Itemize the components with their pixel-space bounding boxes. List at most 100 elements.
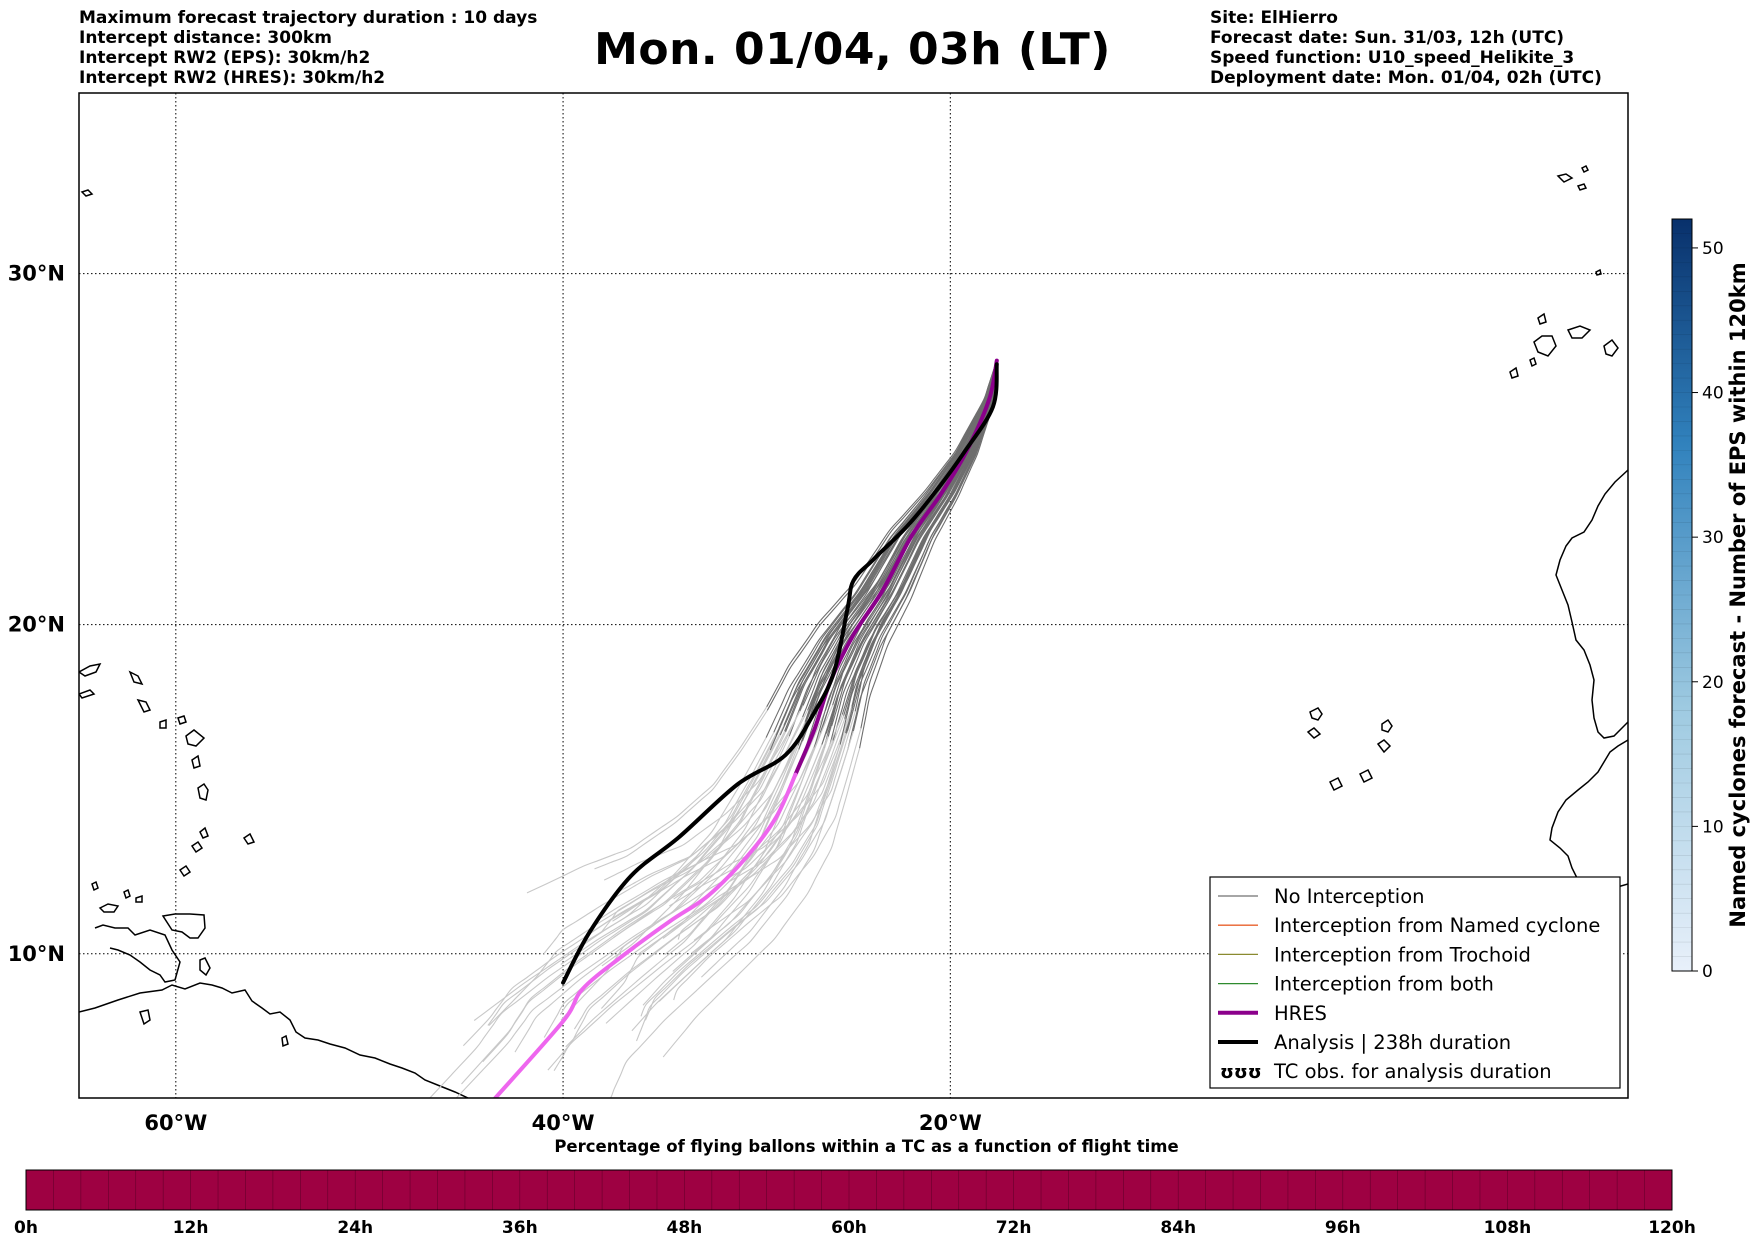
map-frame xyxy=(78,92,1629,1099)
africa-coast xyxy=(1555,469,1628,739)
hres-track xyxy=(793,358,999,777)
island-coast xyxy=(199,957,211,977)
cape-verde-island xyxy=(1328,776,1344,792)
island-coast xyxy=(177,715,187,725)
canary-island xyxy=(1509,366,1519,379)
legend-label: HRES xyxy=(1274,1002,1327,1025)
right-colorbar-tick-label: 10 xyxy=(1702,817,1724,837)
lon-tick-label: 40°W xyxy=(532,1111,595,1135)
madeira-island xyxy=(1556,173,1574,183)
legend-label: Interception from Named cyclone xyxy=(1274,914,1600,937)
island-coast xyxy=(135,894,143,903)
header-line: Intercept RW2 (HRES): 30km/h2 xyxy=(79,68,386,88)
bottom-colorbar-bar xyxy=(25,1169,1673,1211)
island-coast xyxy=(79,689,96,699)
header-line: Site: ElHierro xyxy=(1210,8,1338,28)
right-colorbar-tick-label: 50 xyxy=(1702,239,1724,259)
island-coast xyxy=(281,1034,289,1048)
cape-verde-island xyxy=(1381,718,1393,733)
right-colorbar-gradient xyxy=(1671,218,1693,972)
legend-label: Interception from Trochoid xyxy=(1274,943,1531,966)
analysis-track xyxy=(561,362,999,985)
island-coast xyxy=(80,189,94,197)
eps-track-late xyxy=(640,732,847,1017)
header-right-info: Site: ElHierro Forecast date: Sun. 31/03… xyxy=(1210,8,1602,88)
bottom-colorbar-tick-label: 24h xyxy=(337,1218,373,1238)
eps-track-late xyxy=(594,710,768,870)
eps-track-late xyxy=(601,705,834,933)
island-coast xyxy=(178,864,192,878)
bottom-colorbar: 0h 12h 24h 36h 48h 60h 72h 84h 96h 108h 120h xyxy=(14,1169,1696,1238)
map-area[interactable] xyxy=(78,92,1629,1161)
eps-track-late xyxy=(559,732,821,1015)
island-coast xyxy=(199,826,209,839)
axis-ticks: 30°N 20°N 10°N 60°W 40°W 20°W xyxy=(8,262,982,1135)
eps-track-late xyxy=(673,728,862,1001)
bottom-colorbar-tick-label: 60h xyxy=(831,1218,867,1238)
eps-track-late xyxy=(600,712,813,919)
right-colorbar-label: Named cyclones forecast - Number of EPS … xyxy=(1726,262,1750,927)
island-coast xyxy=(136,698,152,713)
legend-label: Analysis | 238h duration xyxy=(1274,1031,1511,1054)
page-title: Mon. 01/04, 03h (LT) xyxy=(594,24,1111,75)
lon-tick-label: 60°W xyxy=(144,1111,207,1135)
header-line: Forecast date: Sun. 31/03, 12h (UTC) xyxy=(1210,28,1565,48)
island-coast xyxy=(79,662,102,677)
bottom-colorbar-tick-label: 36h xyxy=(502,1218,538,1238)
bottom-colorbar-tick-label: 48h xyxy=(667,1218,703,1238)
island-coast xyxy=(191,754,201,769)
lon-tick-label: 20°W xyxy=(919,1111,982,1135)
island-coast xyxy=(128,670,144,686)
canary-island xyxy=(1533,335,1557,357)
header-line: Maximum forecast trajectory duration : 1… xyxy=(79,8,538,28)
bottom-colorbar-tick-label: 120h xyxy=(1648,1218,1696,1238)
bottom-colorbar-title: Percentage of flying ballons within a TC… xyxy=(554,1137,1179,1156)
eps-track-late xyxy=(543,732,803,1038)
madeira-island xyxy=(1580,164,1590,174)
eps-track-late xyxy=(473,737,767,1021)
island-coast xyxy=(159,718,167,729)
eps-track-late xyxy=(429,735,777,1098)
legend-label: Interception from both xyxy=(1274,973,1494,996)
island-coast xyxy=(185,729,206,747)
bottom-colorbar-tick-label: 12h xyxy=(173,1218,209,1238)
hres-track-late xyxy=(493,772,798,1098)
header-line: Deployment date: Mon. 01/04, 02h (UTC) xyxy=(1210,68,1602,88)
madeira-island xyxy=(1576,183,1588,191)
lat-tick-label: 20°N xyxy=(8,613,65,637)
eps-track-early xyxy=(804,360,998,722)
canary-island xyxy=(1529,356,1537,368)
madeira-island xyxy=(1595,268,1602,276)
canary-island xyxy=(1603,338,1619,357)
eps-track-late xyxy=(664,745,799,955)
island-coast xyxy=(139,1009,151,1026)
eps-track-late xyxy=(701,744,841,978)
canary-island xyxy=(1566,325,1592,339)
cape-verde-island xyxy=(1376,739,1392,754)
eps-track-late xyxy=(547,733,822,1071)
cape-verde-island xyxy=(1309,707,1323,721)
eps-track-late xyxy=(662,748,861,1058)
header-line: Intercept RW2 (EPS): 30km/h2 xyxy=(79,48,371,68)
island-coast xyxy=(123,888,131,900)
canary-island xyxy=(1537,312,1547,325)
bottom-colorbar-tick-label: 84h xyxy=(1160,1218,1196,1238)
bottom-colorbar-tick-label: 96h xyxy=(1325,1218,1361,1238)
island-coast xyxy=(161,913,206,939)
main-tracks xyxy=(493,358,999,1098)
legend-tc-symbol: ʊʊʊ xyxy=(1220,1062,1262,1083)
eps-track-late xyxy=(672,747,815,972)
legend-box xyxy=(1209,876,1621,1089)
cape-verde-island xyxy=(1306,727,1322,739)
cape-verde-island xyxy=(1358,768,1374,784)
bottom-colorbar-tick-label: 108h xyxy=(1484,1218,1532,1238)
eps-track-early xyxy=(839,360,998,745)
eps-track-late xyxy=(455,734,802,1098)
coastlines xyxy=(79,164,1628,1098)
lat-tick-label: 10°N xyxy=(8,942,65,966)
eps-track-late xyxy=(488,716,804,1026)
eps-track-late xyxy=(553,744,823,1071)
island-coast xyxy=(190,840,204,854)
bottom-colorbar-tick-label: 72h xyxy=(996,1218,1032,1238)
